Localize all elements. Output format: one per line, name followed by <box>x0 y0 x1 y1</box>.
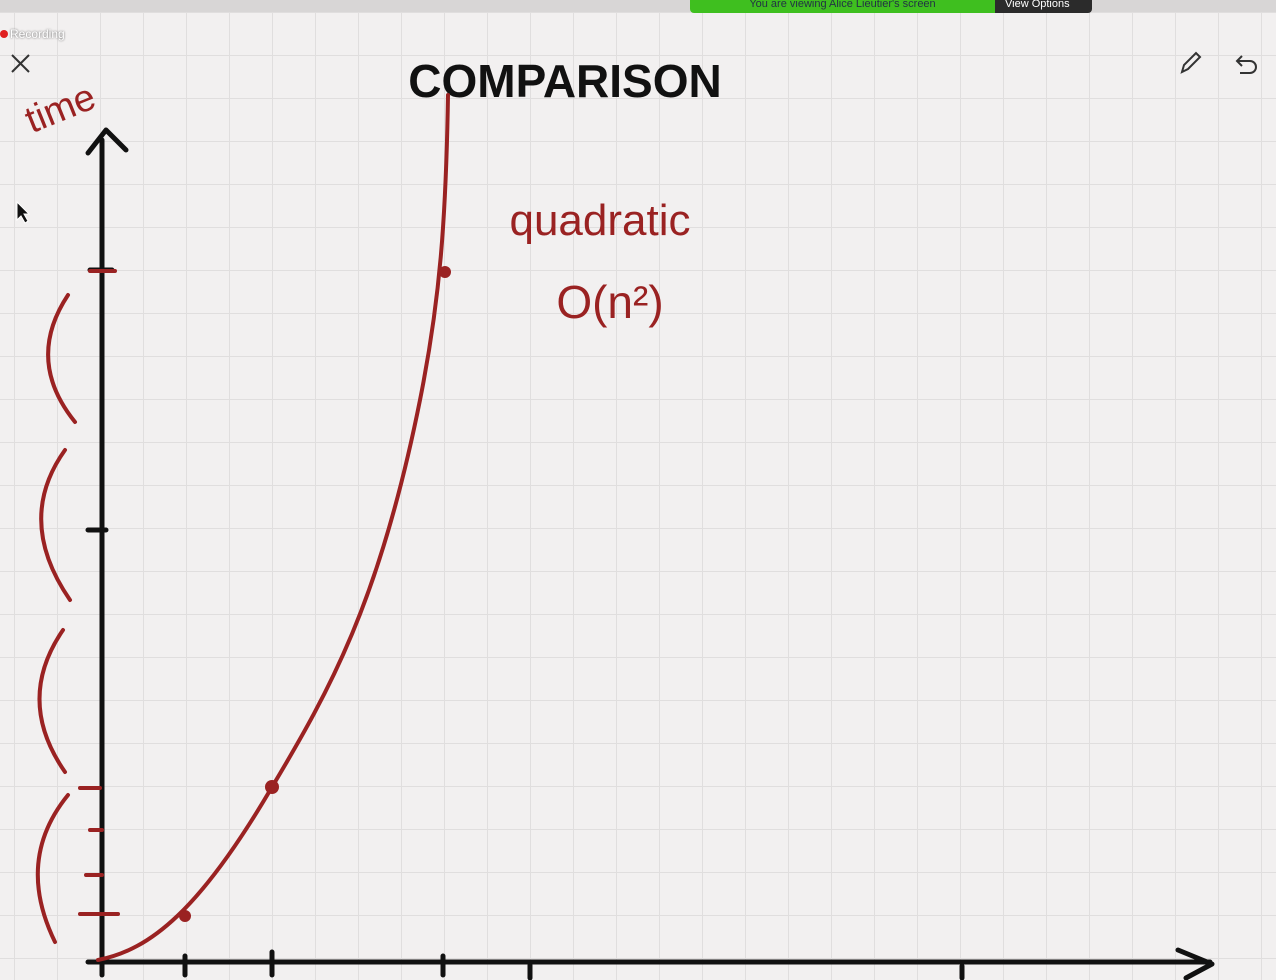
quadratic-curve <box>96 93 450 962</box>
view-options[interactable]: View Options <box>995 0 1092 13</box>
axes <box>85 127 1215 980</box>
undo-button[interactable] <box>1235 55 1257 74</box>
curve-points <box>179 266 451 922</box>
share-banner: You are viewing Alice Lieutier's screen <box>690 0 995 13</box>
cursor <box>16 200 31 224</box>
complexity-label: O(n²) <box>556 276 663 328</box>
pen-button[interactable] <box>1180 51 1202 74</box>
close-button[interactable] <box>11 54 30 73</box>
recording-indicator: Recording <box>0 27 65 41</box>
brackets <box>35 269 120 944</box>
title: COMPARISON <box>408 55 722 107</box>
y-axis-label: time <box>19 76 101 142</box>
curve-label: quadratic <box>509 196 690 245</box>
